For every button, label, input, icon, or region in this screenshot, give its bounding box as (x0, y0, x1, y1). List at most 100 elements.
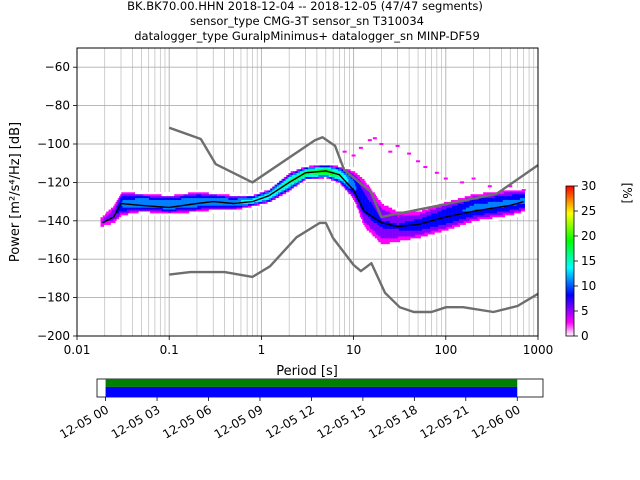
density-cell (449, 203, 452, 206)
density-cell (350, 195, 353, 199)
density-cell (392, 216, 394, 220)
density-cell (393, 222, 395, 225)
density-cell (116, 220, 119, 224)
density-cell (129, 193, 131, 197)
density-cell (318, 178, 320, 181)
density-cell (204, 209, 206, 212)
density-cell (362, 215, 364, 218)
density-cell (320, 163, 323, 166)
density-cell (363, 199, 365, 202)
density-cell (485, 201, 487, 204)
density-cell (369, 220, 371, 224)
density-cell (462, 215, 464, 218)
density-cell (471, 199, 474, 202)
density-cell (204, 211, 206, 214)
density-cell (381, 241, 384, 245)
density-cell (287, 192, 289, 195)
density-cell (294, 186, 296, 189)
density-cell (184, 190, 187, 193)
density-cell (196, 197, 198, 200)
density-cell (241, 197, 243, 200)
density-cell (288, 176, 290, 179)
density-cell (351, 197, 354, 200)
density-cell (390, 207, 393, 210)
density-cell (234, 209, 236, 212)
density-cell (157, 201, 159, 204)
density-cell (440, 230, 442, 233)
density-cell (461, 201, 463, 204)
density-cell (140, 197, 143, 200)
density-cell (317, 168, 319, 172)
density-cell (367, 218, 370, 222)
density-cell (361, 201, 363, 204)
density-cell (137, 213, 139, 216)
density-cell (302, 165, 304, 168)
density-cell (456, 211, 459, 214)
density-cell (138, 192, 141, 195)
density-cell (210, 193, 212, 197)
density-cell (284, 186, 287, 189)
density-cell (312, 174, 315, 177)
density-cell (405, 230, 408, 233)
density-cell (284, 190, 287, 193)
density-cell (271, 195, 273, 199)
density-cell (365, 199, 368, 202)
density-cell (244, 193, 247, 197)
density-cell (423, 216, 425, 220)
density-cell (447, 230, 449, 233)
density-cell (441, 220, 444, 224)
density-cell (230, 197, 233, 200)
density-cell (329, 167, 332, 170)
density-cell (152, 192, 154, 195)
density-cell (416, 230, 418, 233)
density-cell (417, 211, 419, 214)
density-cell (140, 192, 143, 195)
density-cell (154, 192, 157, 195)
density-cell (296, 167, 298, 170)
density-cell (424, 228, 426, 231)
density-cell (454, 228, 456, 231)
density-cell (129, 215, 131, 218)
density-cell (411, 236, 414, 239)
density-cell (386, 218, 388, 222)
density-cell (432, 207, 434, 210)
density-cell (480, 193, 483, 197)
density-cell (160, 197, 162, 200)
density-cell (457, 220, 460, 224)
density-cell (486, 218, 489, 222)
density-cell (486, 205, 489, 208)
density-cell (275, 195, 278, 199)
density-cell (379, 201, 381, 204)
density-cell (136, 193, 138, 197)
density-cell (501, 215, 504, 218)
density-cell (225, 199, 227, 202)
density-cell (107, 211, 109, 214)
density-cell (452, 209, 454, 212)
density-cell (122, 205, 124, 208)
density-cell (313, 168, 316, 172)
density-cell (253, 195, 256, 199)
density-cell (271, 188, 273, 191)
density-cell (113, 209, 115, 212)
density-cell (320, 165, 323, 168)
density-cell (276, 180, 279, 183)
density-cell (397, 232, 400, 235)
density-cell (142, 192, 144, 195)
density-cell (234, 199, 236, 202)
density-cell (121, 211, 123, 214)
density-cell (464, 218, 467, 222)
density-cell (289, 170, 291, 174)
density-cell (220, 207, 222, 210)
density-cell (486, 201, 489, 204)
density-cell (375, 220, 378, 224)
density-cell (382, 230, 385, 233)
density-cell (432, 230, 434, 233)
density-cell (319, 165, 321, 168)
density-cell (299, 170, 302, 174)
density-cell (143, 193, 145, 197)
density-cell (293, 188, 295, 191)
density-cell (177, 213, 180, 216)
density-cell (401, 230, 403, 233)
density-cell (241, 195, 243, 199)
density-cell (389, 226, 392, 229)
